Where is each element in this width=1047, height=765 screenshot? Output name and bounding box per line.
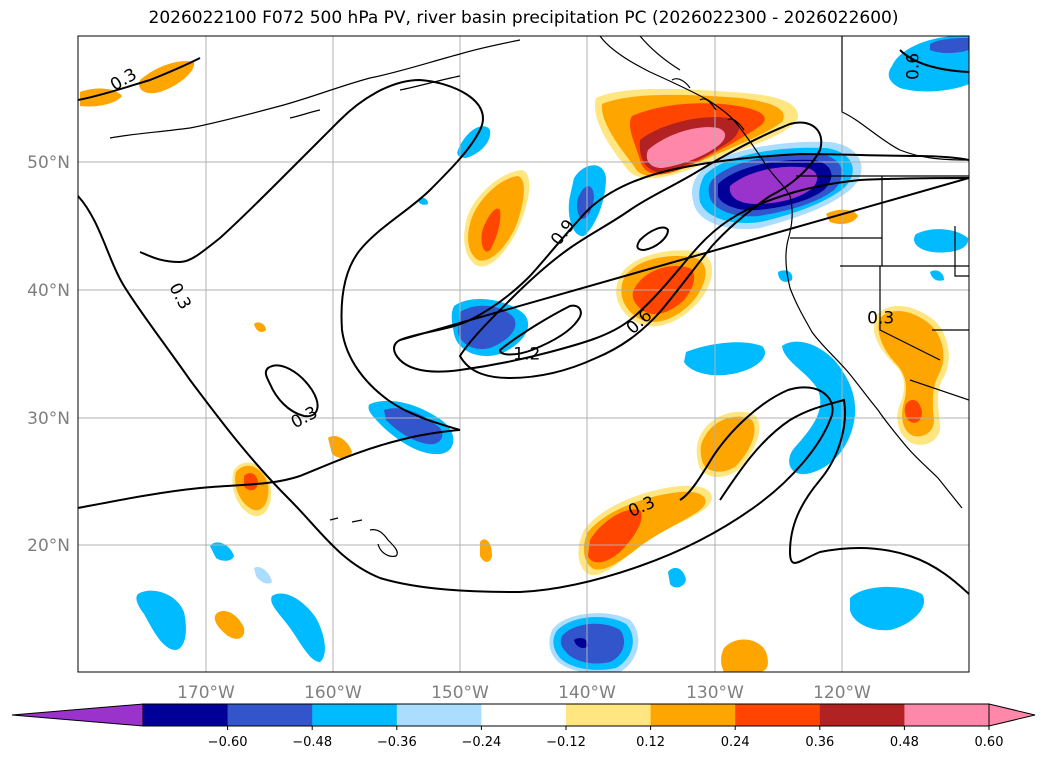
- precip-blob-negative: [668, 567, 686, 588]
- pv-contour-0.3-west: [78, 195, 834, 594]
- precip-blob-negative: [684, 342, 766, 376]
- pv-contour-0.6: [458, 121, 823, 380]
- precip-blob-negative: [210, 542, 234, 561]
- gridlines: [78, 36, 969, 672]
- colorbar-segments: [11, 703, 1036, 727]
- colorbar-ticks: −0.60 −0.48 −0.36 −0.24 −0.12 0.12 0.24 0.36 0.4…: [208, 726, 1004, 750]
- colorbar-tick-label: −0.24: [461, 735, 501, 750]
- colorbar-tick-label: 0.36: [805, 735, 834, 750]
- precip-blob-negative: [254, 566, 272, 584]
- precip-blob-negative: [384, 408, 443, 445]
- alaska-coast: [599, 36, 765, 163]
- precip-blob-positive: [721, 639, 768, 672]
- lon-label: 160°W: [304, 683, 362, 703]
- plot-frame: [77, 35, 970, 673]
- lon-label: 120°W: [813, 683, 871, 703]
- colorbar-segment: [143, 704, 229, 726]
- precip-blob-positive: [588, 509, 642, 563]
- precip-blob-positive: [254, 322, 266, 332]
- pv-contour-0.3-small: [264, 364, 319, 418]
- colorbar-tick-label: 0.48: [890, 735, 919, 750]
- longitude-axis: 170°W 160°W 150°W 140°W 130°W 120°W: [177, 683, 871, 703]
- colorbar-tick-label: −0.12: [546, 735, 586, 750]
- pv-contour-0.3-north: [78, 57, 201, 101]
- colorbar-segment: [819, 704, 905, 726]
- colorbar-tick-label: −0.48: [292, 735, 332, 750]
- contour-label: 1.2: [513, 344, 540, 364]
- precip-blob-positive: [80, 88, 122, 107]
- precip-blob-positive: [700, 416, 755, 472]
- lat-label: 30°N: [27, 409, 70, 429]
- pv-contour-1.2: [498, 304, 582, 356]
- precip-blob-positive: [139, 60, 195, 94]
- lat-label: 40°N: [27, 281, 70, 301]
- precip-blob-positive: [244, 473, 258, 491]
- colorbar: −0.60 −0.48 −0.36 −0.24 −0.12 0.12 0.24 0.36 0.4…: [11, 703, 1036, 750]
- colorbar-segment: [227, 704, 313, 726]
- precip-blob-positive: [214, 610, 245, 639]
- lon-label: 130°W: [686, 683, 744, 703]
- hawaii-islands: [329, 517, 398, 557]
- map-content: 0.30.30.30.91.20.60.30.30.6: [78, 36, 969, 672]
- precip-blob-positive: [481, 208, 501, 252]
- precip-blob-negative: [136, 590, 186, 650]
- precip-blob-negative: [560, 623, 625, 664]
- precip-blob-negative: [782, 341, 856, 475]
- lon-label: 170°W: [177, 683, 235, 703]
- colorbar-segment: [481, 704, 567, 726]
- precip-blob-positive: [328, 435, 352, 459]
- colorbar-tick-label: 0.60: [975, 735, 1004, 750]
- precip-blob-positive: [646, 127, 726, 168]
- precip-blob-negative: [930, 270, 944, 281]
- precip-blob-positive: [904, 399, 922, 423]
- map-title: 2026022100 F072 500 hPa PV, river basin …: [148, 8, 899, 28]
- precip-blob-negative: [577, 186, 594, 219]
- colorbar-segment: [650, 704, 736, 726]
- precip-blob-negative: [574, 638, 588, 648]
- lon-label: 150°W: [431, 683, 489, 703]
- precip-blob-negative: [271, 593, 325, 662]
- state-borders: [790, 176, 969, 401]
- colorbar-segment: [735, 704, 821, 726]
- latitude-axis: 50°N 40°N 30°N 20°N: [27, 153, 70, 556]
- pv-contour-0.3-east: [719, 398, 969, 595]
- colorbar-tick-label: −0.60: [208, 735, 248, 750]
- pv-contour-0.9: [393, 152, 969, 373]
- pv-contours: [78, 49, 969, 595]
- colorbar-segment: [396, 704, 482, 726]
- colorbar-segment: [312, 704, 398, 726]
- colorbar-extend-max: [988, 703, 1036, 727]
- lat-label: 50°N: [27, 153, 70, 173]
- na-west-coast: [763, 36, 969, 509]
- pv-contour-0.3-main: [78, 78, 484, 509]
- colorbar-extend-min: [11, 703, 144, 727]
- pv-contour-0.9-small: [636, 226, 670, 252]
- precip-blob-negative: [778, 270, 793, 282]
- precip-blob-negative: [930, 38, 969, 53]
- contour-label: 0.6: [904, 53, 924, 80]
- lon-label: 140°W: [558, 683, 616, 703]
- lat-label: 20°N: [27, 536, 70, 556]
- precip-blob-negative: [850, 586, 925, 631]
- colorbar-tick-label: 0.24: [721, 735, 750, 750]
- precip-blob-positive: [878, 311, 944, 437]
- aleutian-islands: [109, 39, 521, 139]
- colorbar-tick-label: 0.12: [636, 735, 665, 750]
- british-columbia-islands: [671, 78, 745, 131]
- precip-blob-negative: [729, 166, 818, 204]
- coastlines: [109, 36, 969, 557]
- contour-label: 0.3: [867, 309, 894, 329]
- pv-contour-0.6-nw: [899, 49, 969, 73]
- colorbar-tick-label: −0.36: [377, 735, 417, 750]
- colorbar-segment: [566, 704, 652, 726]
- colorbar-segment: [904, 704, 990, 726]
